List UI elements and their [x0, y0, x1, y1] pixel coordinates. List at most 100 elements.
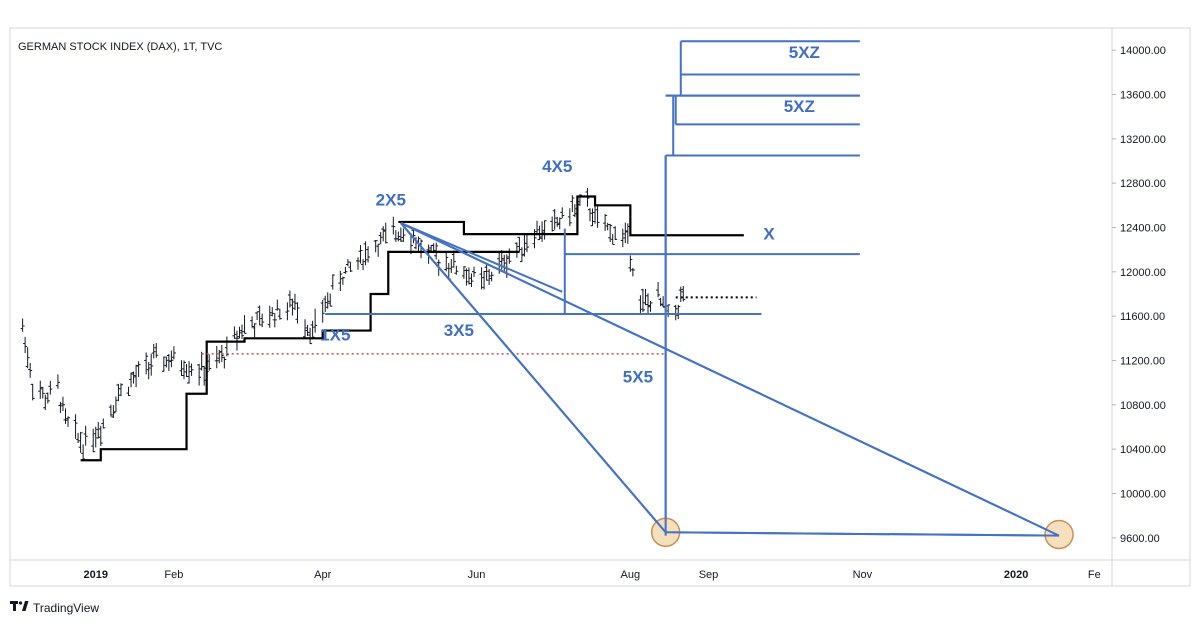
price-bar — [487, 269, 492, 285]
price-bar — [366, 246, 371, 263]
price-bar — [623, 222, 628, 244]
price-bar — [567, 208, 572, 227]
price-bar — [303, 319, 308, 338]
price-bar — [287, 290, 292, 308]
price-bar — [638, 295, 643, 315]
price-bar — [378, 231, 383, 245]
price-bar — [184, 364, 189, 378]
price-bar — [356, 257, 360, 270]
price-bar — [449, 259, 454, 274]
price-bar — [189, 363, 194, 376]
price-bar — [552, 209, 557, 230]
price-bar — [648, 300, 653, 312]
annotation-lines — [325, 40, 1060, 537]
price-bar — [479, 267, 484, 290]
price-bar — [101, 418, 106, 429]
step-line — [398, 195, 744, 237]
price-bar — [348, 261, 353, 273]
price-bar — [161, 356, 166, 372]
price-bar — [590, 208, 595, 227]
price-bar — [272, 313, 277, 328]
price-bar — [557, 217, 562, 230]
target-circle — [1044, 519, 1074, 550]
price-bar — [593, 204, 598, 224]
price-bar — [363, 241, 368, 266]
price-bar — [343, 266, 348, 274]
price-bar — [252, 323, 257, 338]
price-bar — [295, 302, 300, 324]
price-bar — [605, 222, 610, 231]
price-bar — [267, 305, 272, 328]
price-bar — [38, 380, 43, 399]
price-bar — [202, 365, 207, 386]
price-bar — [461, 266, 466, 279]
price-bar — [678, 286, 683, 302]
price-bar — [66, 416, 70, 427]
price-bar — [305, 324, 310, 337]
price-bar — [340, 276, 345, 285]
tradingview-logo[interactable]: TradingView — [10, 600, 99, 616]
chart-border — [9, 27, 1191, 587]
annotation-line — [400, 222, 563, 293]
price-bar — [358, 245, 363, 264]
price-bar — [292, 293, 297, 311]
dotted-lines — [201, 296, 757, 355]
annotation-label: 3X5 — [444, 321, 474, 340]
y-tick-label: 10800.00 — [1120, 400, 1166, 412]
price-bar — [519, 247, 524, 263]
price-bar — [63, 408, 68, 424]
price-bar — [277, 308, 282, 320]
price-bar — [91, 428, 96, 453]
annotation-label: 5X5 — [623, 368, 653, 387]
price-bar — [608, 223, 613, 243]
time-axis: 2019 Feb Apr Jun Aug Sep Nov 2020 Fe — [83, 569, 1100, 581]
step-lines — [80, 195, 744, 462]
price-bar — [661, 296, 666, 308]
price-bar — [45, 392, 50, 404]
price-bar — [469, 273, 474, 287]
price-bar — [43, 394, 48, 411]
price-bar — [290, 298, 295, 316]
x-tick-label: Nov — [853, 569, 873, 581]
price-bar — [60, 396, 65, 412]
price-bar — [472, 266, 476, 277]
price-bar — [560, 207, 565, 219]
price-bar — [232, 326, 237, 339]
price-bar — [507, 248, 512, 264]
price-bar — [144, 352, 149, 375]
price-bar — [572, 204, 577, 218]
price-bar — [136, 361, 141, 378]
price-bar — [570, 195, 575, 213]
x-tick-label: Feb — [164, 569, 183, 581]
price-bar — [537, 225, 542, 241]
price-bar — [224, 336, 229, 357]
price-bar — [595, 204, 600, 228]
price-bar — [658, 297, 663, 307]
price-bar — [126, 386, 131, 397]
y-tick-label: 13200.00 — [1120, 134, 1166, 146]
price-bar — [171, 346, 176, 360]
price-bar — [646, 293, 650, 315]
price-bar — [313, 308, 318, 333]
price-bar — [129, 372, 134, 388]
price-bar — [242, 315, 247, 334]
price-bar — [330, 274, 335, 290]
price-bar — [502, 254, 507, 273]
annotation-line-overlay — [400, 222, 667, 533]
price-bar — [640, 288, 645, 312]
x-tick-label: Apr — [314, 569, 331, 581]
price-bar — [187, 361, 192, 384]
price-bar — [656, 281, 661, 298]
price-bar — [535, 220, 540, 236]
x-tick-label: Sep — [699, 569, 719, 581]
price-bar — [383, 222, 388, 244]
price-bar — [96, 421, 101, 439]
y-tick-label: 11200.00 — [1120, 356, 1165, 368]
price-bar — [169, 350, 174, 368]
price-bar — [23, 336, 28, 354]
tradingview-label: TradingView — [33, 601, 100, 615]
price-bar — [310, 320, 315, 339]
price-bar — [620, 228, 625, 248]
price-bar — [393, 230, 398, 242]
price-bar — [164, 356, 169, 368]
